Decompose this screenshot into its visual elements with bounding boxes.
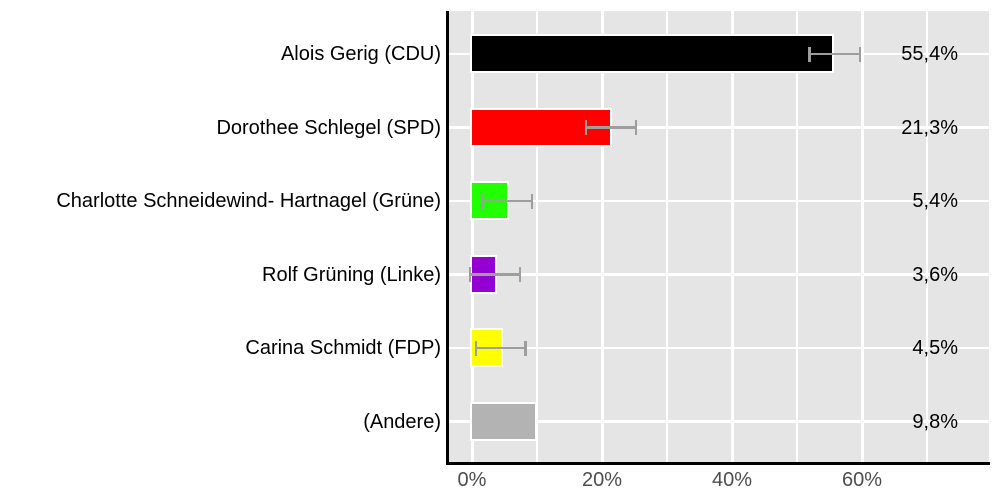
h-gridline	[449, 126, 989, 129]
error-bar	[585, 126, 636, 129]
h-gridline	[449, 199, 989, 203]
h-gridline	[449, 273, 989, 276]
value-label: 21,3%	[901, 116, 958, 139]
minor-gridline	[536, 11, 538, 462]
error-bar-cap	[524, 340, 527, 356]
error-bar	[809, 52, 861, 56]
x-tick-label: 20%	[581, 469, 623, 491]
category-label: Dorothee Schlegel (SPD)	[216, 116, 441, 139]
error-bar-cap	[530, 193, 534, 209]
error-bar-cap	[468, 267, 472, 282]
error-bar-cap	[518, 267, 522, 282]
major-gridline	[470, 11, 474, 462]
x-tick-label: 60%	[841, 469, 883, 491]
category-label: (Andere)	[363, 410, 441, 433]
plot-area: 55,4% 21,3% 5,4% 3,6% 4,5% 9,8%	[449, 11, 989, 462]
error-bar	[481, 199, 532, 203]
major-gridline	[860, 11, 864, 462]
category-label: Alois Gerig (CDU)	[280, 43, 441, 65]
category-label: Charlotte Schneidewind- Hartnagel (Grüne…	[56, 190, 441, 212]
value-label: 3,6%	[912, 263, 958, 286]
x-tick-label: 40%	[711, 469, 753, 491]
major-gridline	[600, 11, 604, 462]
minor-gridline	[796, 11, 798, 462]
bar-0	[469, 34, 834, 73]
value-label: 9,8%	[912, 410, 958, 433]
bar-5	[469, 401, 538, 441]
y-axis-line	[446, 11, 449, 465]
error-bar-cap	[474, 340, 478, 356]
error-bar-cap	[858, 46, 862, 62]
x-tick-label: 0%	[457, 469, 487, 491]
minor-gridline	[666, 11, 668, 462]
category-label: Carina Schmidt (FDP)	[245, 337, 441, 359]
error-bar-cap	[808, 46, 811, 62]
error-bar-cap	[584, 120, 587, 135]
category-label: Rolf Grüning (Linke)	[262, 263, 441, 286]
error-bar	[470, 273, 521, 276]
value-label: 55,4%	[901, 43, 958, 65]
h-gridline	[449, 346, 989, 350]
value-label: 4,5%	[912, 337, 958, 359]
minor-gridline	[926, 11, 928, 462]
major-gridline	[730, 11, 734, 462]
error-bar	[475, 346, 526, 350]
value-label: 5,4%	[912, 190, 958, 212]
error-bar-cap	[634, 120, 638, 135]
x-axis-line	[446, 462, 990, 465]
error-bar-cap	[480, 193, 483, 209]
h-gridline	[449, 420, 989, 423]
